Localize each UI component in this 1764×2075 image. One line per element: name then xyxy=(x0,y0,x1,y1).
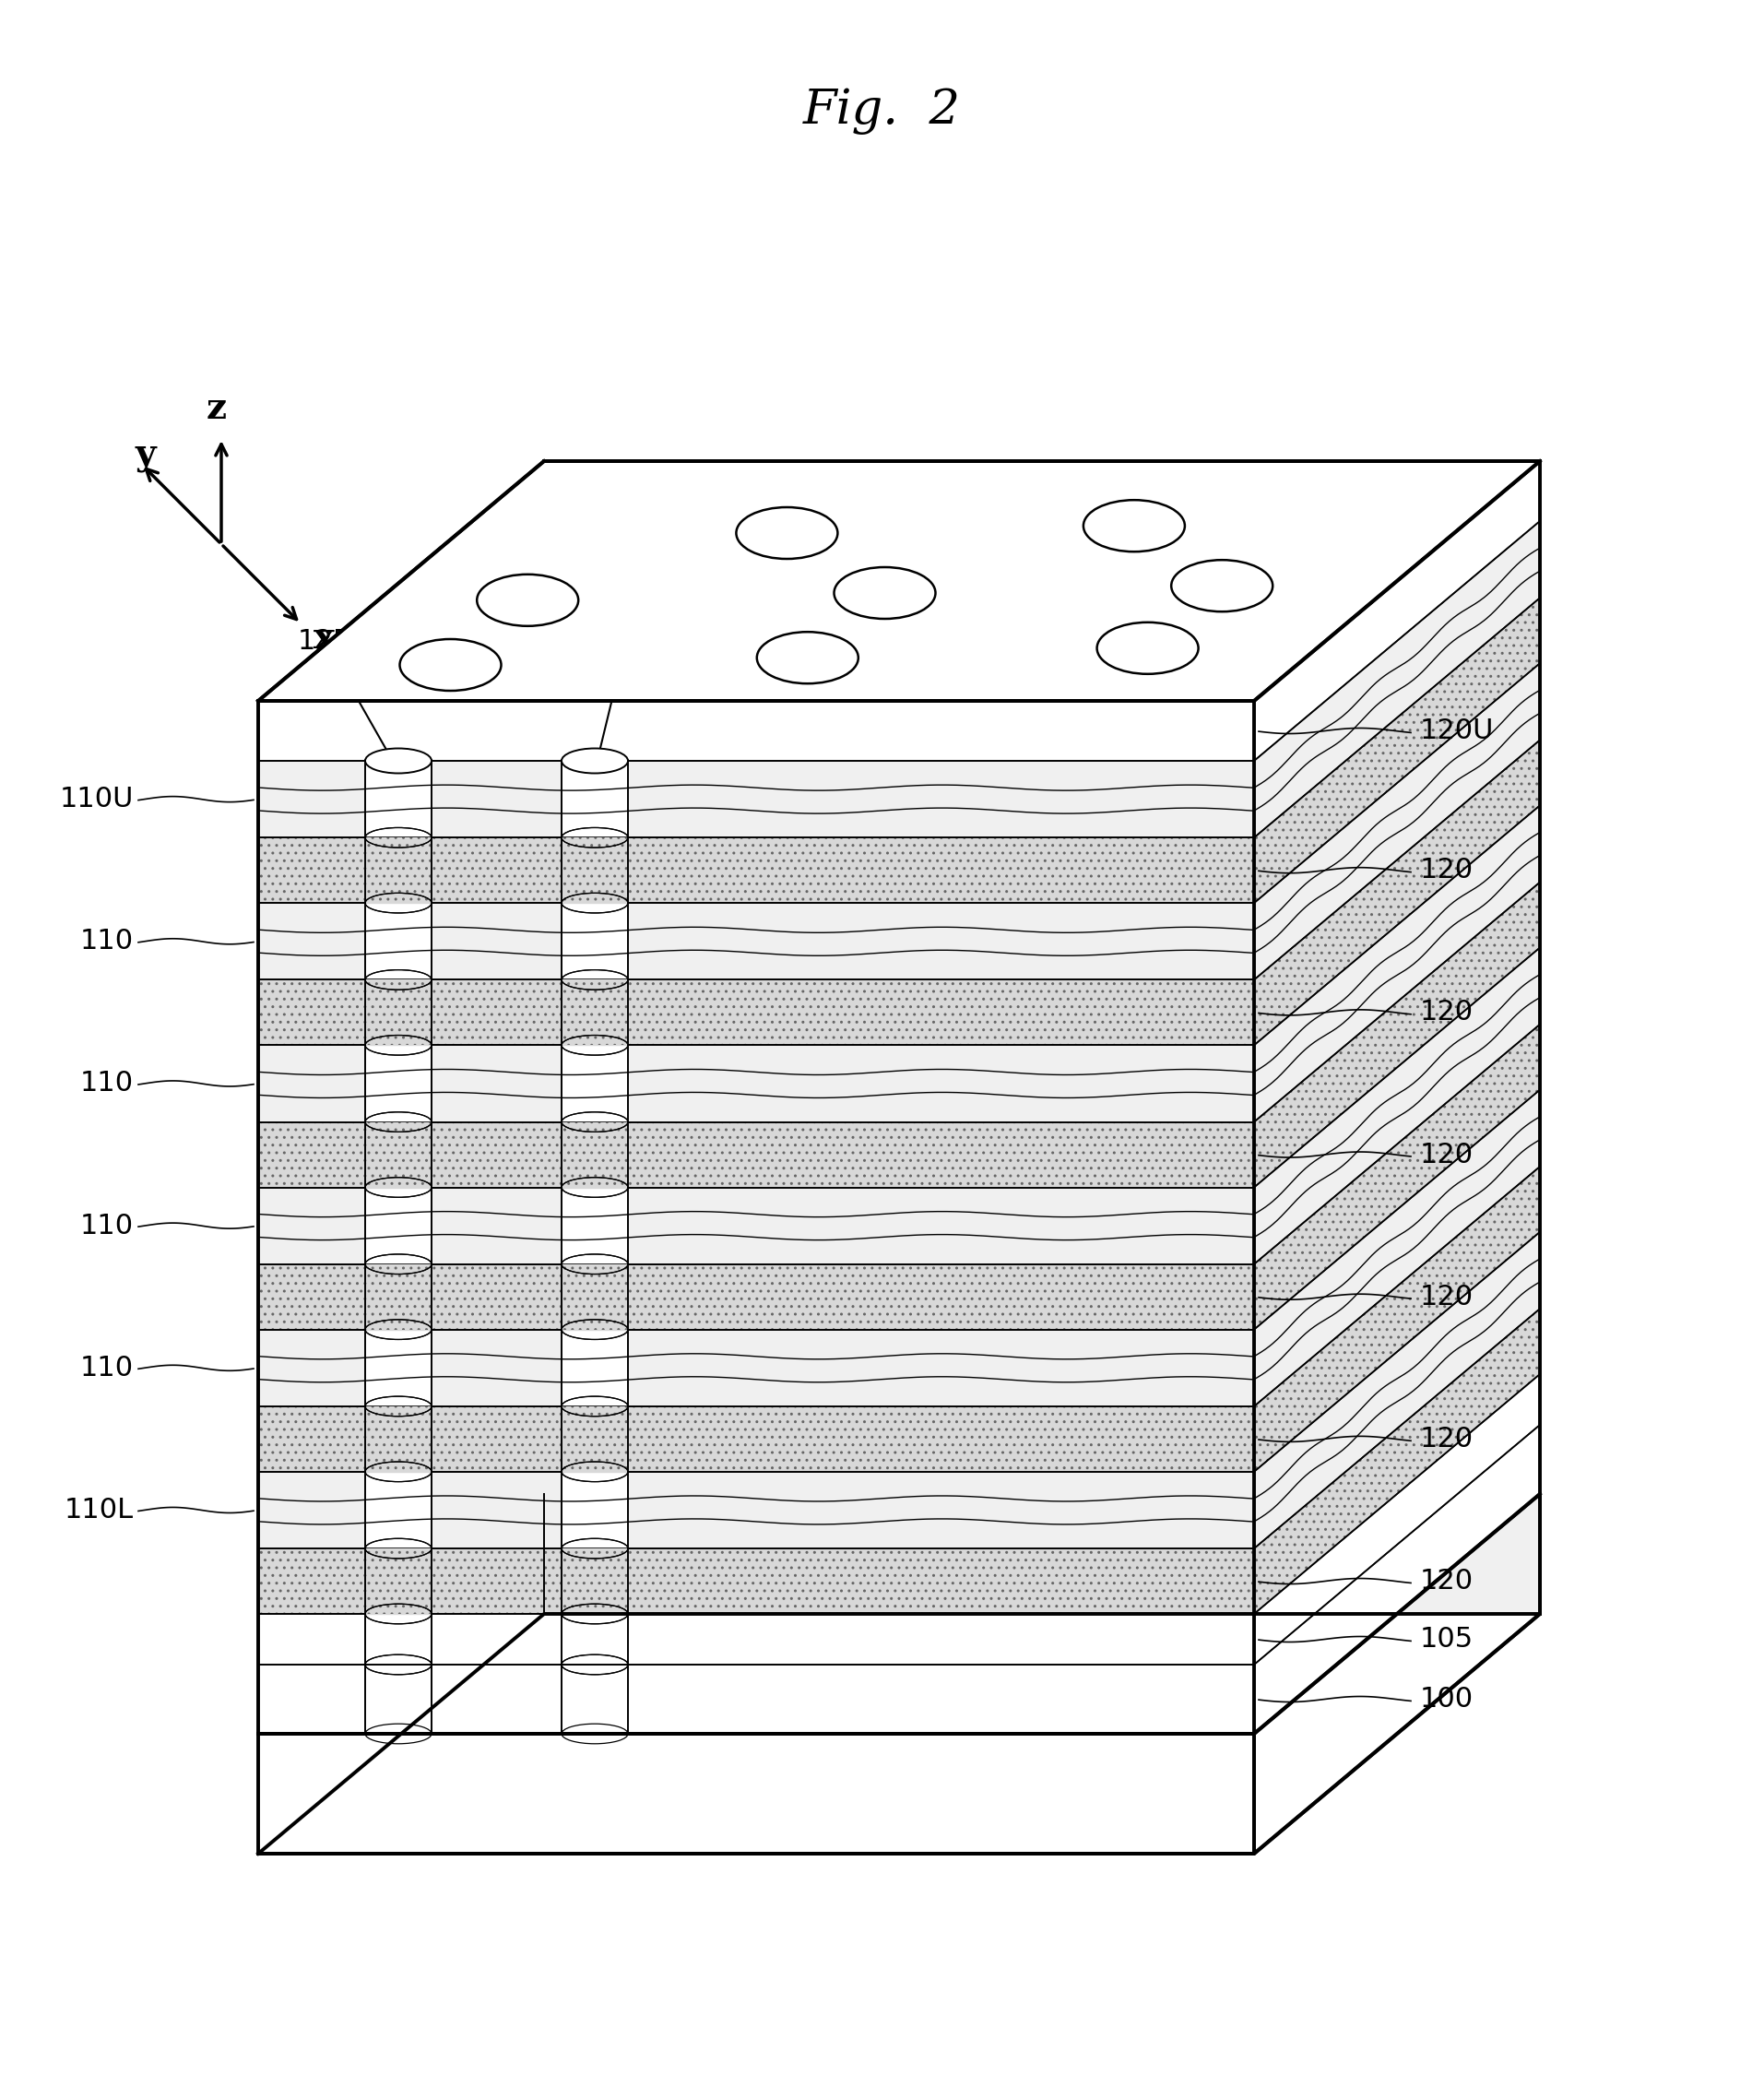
Text: 110: 110 xyxy=(79,1355,134,1382)
Polygon shape xyxy=(1254,882,1540,1187)
Ellipse shape xyxy=(736,506,838,558)
Text: 110: 110 xyxy=(79,1212,134,1239)
Ellipse shape xyxy=(561,749,628,774)
Polygon shape xyxy=(1254,1309,1540,1614)
Polygon shape xyxy=(258,461,1540,701)
Polygon shape xyxy=(367,979,430,1046)
Ellipse shape xyxy=(1097,622,1198,674)
Text: 120U: 120U xyxy=(1420,718,1494,745)
Polygon shape xyxy=(258,762,1254,838)
Text: 105: 105 xyxy=(1420,1627,1473,1652)
Polygon shape xyxy=(258,1664,1254,1735)
Text: 110: 110 xyxy=(79,1071,134,1098)
Polygon shape xyxy=(563,1548,626,1614)
Polygon shape xyxy=(563,838,626,903)
Polygon shape xyxy=(258,701,1254,762)
Text: 110L: 110L xyxy=(65,1496,134,1523)
Polygon shape xyxy=(258,1548,1254,1614)
Text: x: x xyxy=(314,620,335,656)
Polygon shape xyxy=(1254,521,1540,838)
Ellipse shape xyxy=(757,633,859,683)
Polygon shape xyxy=(1254,1089,1540,1407)
Text: 120: 120 xyxy=(1420,1141,1473,1168)
Polygon shape xyxy=(258,1735,1254,1853)
Polygon shape xyxy=(258,903,1254,979)
Polygon shape xyxy=(258,1264,1254,1330)
Polygon shape xyxy=(367,1548,430,1614)
Polygon shape xyxy=(258,1187,1254,1264)
Polygon shape xyxy=(1254,805,1540,1123)
Text: 120: 120 xyxy=(1420,1284,1473,1309)
Polygon shape xyxy=(563,1123,626,1187)
Text: Fig.  2: Fig. 2 xyxy=(803,87,960,135)
Polygon shape xyxy=(258,1123,1254,1187)
Ellipse shape xyxy=(365,749,432,774)
Polygon shape xyxy=(1254,1166,1540,1471)
Ellipse shape xyxy=(834,566,935,618)
Polygon shape xyxy=(258,1614,1254,1664)
Polygon shape xyxy=(1254,948,1540,1264)
Polygon shape xyxy=(1254,1233,1540,1548)
Polygon shape xyxy=(258,838,1254,903)
Ellipse shape xyxy=(400,639,501,691)
Polygon shape xyxy=(367,1123,430,1187)
Text: 120: 120 xyxy=(1420,857,1473,884)
Polygon shape xyxy=(258,1330,1254,1407)
Text: 120: 120 xyxy=(1420,998,1473,1025)
Polygon shape xyxy=(563,979,626,1046)
Polygon shape xyxy=(365,762,432,1735)
Polygon shape xyxy=(1254,1374,1540,1664)
Text: 125: 125 xyxy=(594,569,667,766)
Polygon shape xyxy=(367,838,430,903)
Polygon shape xyxy=(1254,1426,1540,1735)
Polygon shape xyxy=(561,762,628,1735)
Polygon shape xyxy=(1254,741,1540,1046)
Text: 125: 125 xyxy=(298,627,397,766)
Text: 120: 120 xyxy=(1420,1569,1473,1594)
Polygon shape xyxy=(1254,598,1540,903)
Text: 110: 110 xyxy=(79,928,134,954)
Text: 125: 125 xyxy=(1147,465,1221,643)
Polygon shape xyxy=(1254,1025,1540,1330)
Text: 110U: 110U xyxy=(60,786,134,813)
Polygon shape xyxy=(563,1407,626,1471)
Polygon shape xyxy=(258,979,1254,1046)
Polygon shape xyxy=(563,1264,626,1330)
Polygon shape xyxy=(1254,1494,1540,1853)
Polygon shape xyxy=(367,1264,430,1330)
Polygon shape xyxy=(258,1614,1540,1853)
Text: 125: 125 xyxy=(707,461,806,654)
Polygon shape xyxy=(258,1471,1254,1548)
Text: 120: 120 xyxy=(1420,1426,1473,1452)
Text: z: z xyxy=(206,390,228,425)
Text: y: y xyxy=(136,438,157,473)
Polygon shape xyxy=(258,1407,1254,1471)
Ellipse shape xyxy=(1171,560,1272,612)
Polygon shape xyxy=(1254,664,1540,979)
Ellipse shape xyxy=(476,575,579,627)
Polygon shape xyxy=(367,1407,430,1471)
Ellipse shape xyxy=(1083,500,1185,552)
Text: 100: 100 xyxy=(1420,1685,1473,1712)
Polygon shape xyxy=(1254,461,1540,762)
Polygon shape xyxy=(258,1046,1254,1123)
